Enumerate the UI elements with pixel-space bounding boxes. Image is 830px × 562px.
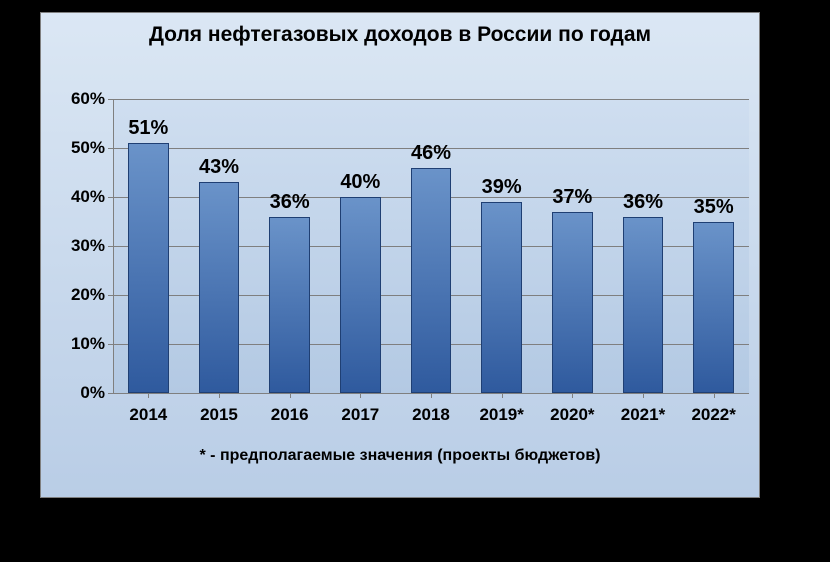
x-tick-label: 2020* — [537, 405, 608, 425]
bar — [481, 202, 522, 393]
chart-panel: Доля нефтегазовых доходов в России по го… — [40, 12, 760, 498]
y-tick-label: 60% — [49, 89, 105, 109]
bar — [552, 212, 593, 393]
x-tick-mark — [643, 393, 644, 398]
bar — [340, 197, 381, 393]
x-tick-mark — [714, 393, 715, 398]
x-tick-label: 2014 — [113, 405, 184, 425]
x-tick-mark — [148, 393, 149, 398]
y-tick-label: 30% — [49, 236, 105, 256]
x-tick-mark — [502, 393, 503, 398]
y-tick-label: 10% — [49, 334, 105, 354]
data-label: 46% — [396, 142, 467, 165]
x-tick-label: 2022* — [678, 405, 749, 425]
x-tick-mark — [431, 393, 432, 398]
x-tick-label: 2015 — [184, 405, 255, 425]
data-label: 35% — [678, 196, 749, 219]
stage: Доля нефтегазовых доходов в России по го… — [0, 0, 830, 562]
x-tick-mark — [360, 393, 361, 398]
chart-footnote: * - предполагаемые значения (проекты бюд… — [41, 447, 759, 465]
bar — [623, 217, 664, 393]
y-tick-label: 40% — [49, 187, 105, 207]
x-tick-label: 2018 — [396, 405, 467, 425]
x-tick-mark — [219, 393, 220, 398]
x-tick-mark — [290, 393, 291, 398]
bar — [128, 143, 169, 393]
y-tick-label: 20% — [49, 285, 105, 305]
gridline — [113, 99, 749, 100]
bar — [199, 182, 240, 393]
data-label: 37% — [537, 186, 608, 209]
x-tick-label: 2016 — [254, 405, 325, 425]
x-tick-mark — [572, 393, 573, 398]
data-label: 36% — [254, 191, 325, 214]
data-label: 39% — [466, 176, 537, 199]
data-label: 36% — [608, 191, 679, 214]
chart-title: Доля нефтегазовых доходов в России по го… — [41, 23, 759, 47]
bar — [693, 222, 734, 394]
bar — [411, 168, 452, 393]
x-tick-label: 2021* — [608, 405, 679, 425]
x-tick-label: 2017 — [325, 405, 396, 425]
y-tick-label: 50% — [49, 138, 105, 158]
bar — [269, 217, 310, 393]
data-label: 40% — [325, 171, 396, 194]
x-tick-label: 2019* — [466, 405, 537, 425]
y-axis-line — [113, 99, 114, 393]
data-label: 51% — [113, 117, 184, 140]
data-label: 43% — [184, 156, 255, 179]
y-tick-label: 0% — [49, 383, 105, 403]
